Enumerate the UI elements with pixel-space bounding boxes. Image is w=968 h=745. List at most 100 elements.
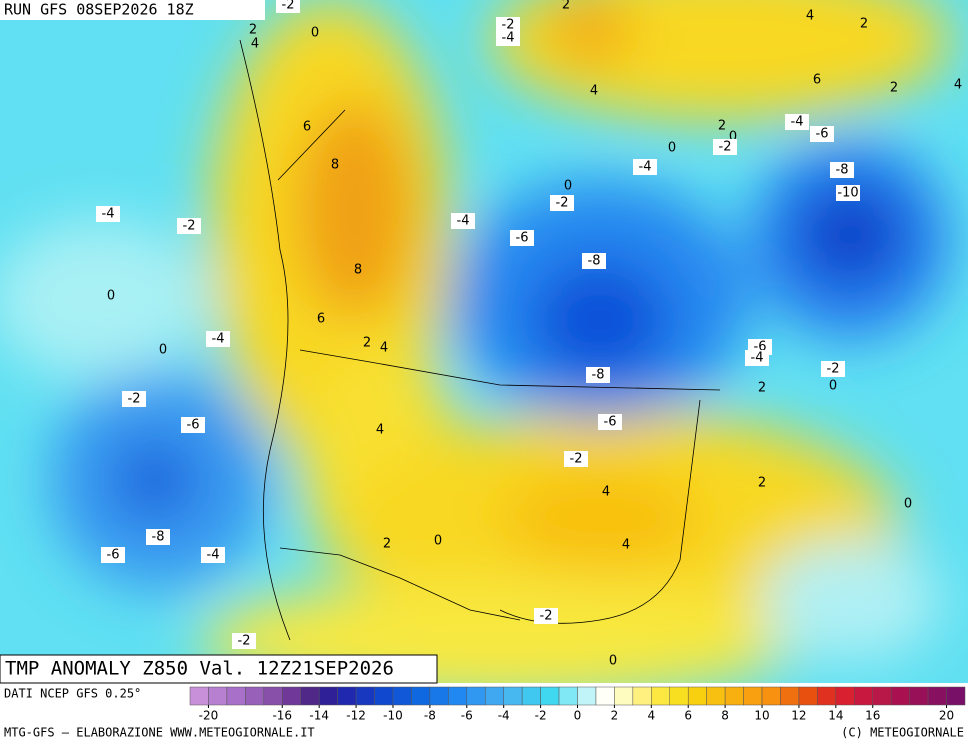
contour-label: 2 — [562, 0, 570, 13]
colorbar-swatch — [392, 686, 412, 706]
colorbar-swatch — [854, 686, 873, 706]
colorbar-tick-label: -10 — [383, 709, 403, 723]
contour-label: -4 — [102, 207, 115, 222]
contour-label: -8 — [152, 530, 165, 545]
colorbar-swatch — [817, 686, 837, 706]
data-source: DATI NCEP GFS 0.25° — [4, 687, 141, 701]
colorbar-swatch — [724, 686, 744, 706]
label-box — [181, 417, 205, 433]
contour-label: 2 — [860, 17, 868, 32]
contour-label: -2 — [282, 0, 295, 13]
colorbar-swatch — [374, 686, 394, 706]
label-box — [496, 30, 520, 46]
label-box — [598, 414, 622, 430]
colorbar-swatch — [540, 686, 560, 706]
contour-label: -6 — [816, 127, 829, 142]
map-title: TMP ANOMALY Z850 Val. 12Z21SEP2026 — [5, 658, 394, 680]
colorbar-swatch — [669, 686, 689, 706]
contour-label: 0 — [564, 179, 572, 194]
contour-label: 2 — [383, 537, 391, 552]
label-box — [510, 230, 534, 246]
colorbar-tick-label: 8 — [721, 709, 729, 723]
colorbar-swatch — [318, 686, 338, 706]
colorbar-tick-label: -6 — [461, 709, 473, 723]
contour-label: -6 — [187, 418, 200, 433]
label-box — [201, 547, 225, 563]
colorbar-swatch — [632, 686, 652, 706]
colorbar-swatch — [282, 686, 301, 706]
contour-label: 4 — [622, 538, 630, 553]
contour-label: 4 — [380, 341, 388, 356]
label-box — [206, 331, 230, 347]
label-box — [830, 162, 854, 178]
contour-label: 6 — [317, 312, 325, 327]
colorbar-swatch — [595, 686, 615, 706]
contour-label: 0 — [159, 343, 167, 358]
contour-label: 0 — [729, 130, 737, 145]
colorbar-swatch — [577, 686, 597, 706]
contour-label: -6 — [604, 415, 617, 430]
label-box — [232, 633, 256, 649]
label-box — [177, 218, 201, 234]
contour-label: 2 — [758, 476, 766, 491]
label-box — [276, 0, 300, 13]
label-box — [785, 114, 809, 130]
label-box — [745, 350, 769, 366]
contour-label: 4 — [590, 84, 598, 99]
colorbar-swatch — [226, 686, 246, 706]
contour-label: -4 — [207, 548, 220, 563]
colorbar-swatch — [429, 686, 449, 706]
contour-label: 2 — [718, 119, 726, 134]
colorbar-tick-label: 10 — [754, 709, 769, 723]
label-box — [821, 361, 845, 377]
colorbar-swatch — [245, 686, 265, 706]
colorbar-swatch — [706, 686, 726, 706]
contour-label: 8 — [354, 263, 362, 278]
colorbar-swatch — [835, 686, 855, 706]
colorbar-swatch — [651, 686, 671, 706]
colorbar-swatch — [484, 686, 504, 706]
contour-label: -2 — [128, 392, 141, 407]
contour-label: 0 — [107, 289, 115, 304]
label-box — [96, 206, 120, 222]
colorbar-swatch — [355, 686, 375, 706]
label-box — [550, 195, 574, 211]
label-box — [122, 391, 146, 407]
colorbar-tick-label: 2 — [611, 709, 619, 723]
contour-label: 2 — [890, 81, 898, 96]
colorbar-swatch — [411, 686, 431, 706]
label-box — [496, 17, 520, 33]
contour-label: 8 — [331, 158, 339, 173]
colorbar-swatch — [743, 686, 763, 706]
contour-label: -8 — [592, 368, 605, 383]
colorbar-swatch — [466, 686, 486, 706]
contour-label: -4 — [212, 332, 225, 347]
contour-label: 0 — [904, 497, 912, 512]
colorbar-tick-label: -8 — [424, 709, 436, 723]
label-box — [101, 547, 125, 563]
footer-left: MTG-GFS — ELABORAZIONE WWW.METEOGIORNALE… — [4, 726, 315, 740]
footer-right: (C) METEOGIORNALE — [841, 726, 964, 740]
contour-label: 4 — [376, 423, 384, 438]
colorbar-swatch — [872, 686, 892, 706]
colorbar-swatch — [927, 686, 947, 706]
label-box — [534, 608, 558, 624]
contour-label: -4 — [457, 214, 470, 229]
label-box — [810, 126, 834, 142]
run-info: RUN GFS 08SEP2026 18Z — [4, 1, 194, 19]
label-box — [633, 159, 657, 175]
contour-label: 4 — [806, 9, 814, 24]
contour-label: 2 — [363, 336, 371, 351]
contour-label: 0 — [609, 654, 617, 669]
colorbar: -20 -16 -14 -12 -10 -8 -6 -4 -2 0 2 4 6 8 10 12 14 16 20 — [189, 686, 966, 723]
colorbar-tick-label: -2 — [535, 709, 547, 723]
contour-label: -6 — [516, 231, 529, 246]
contour-label: -4 — [502, 31, 515, 46]
colorbar-swatch — [503, 686, 523, 706]
label-box — [713, 139, 737, 155]
contour-label: -8 — [588, 254, 601, 269]
contour-label: 0 — [311, 26, 319, 41]
contour-label: 6 — [813, 73, 821, 88]
contour-label: 2 — [758, 381, 766, 396]
